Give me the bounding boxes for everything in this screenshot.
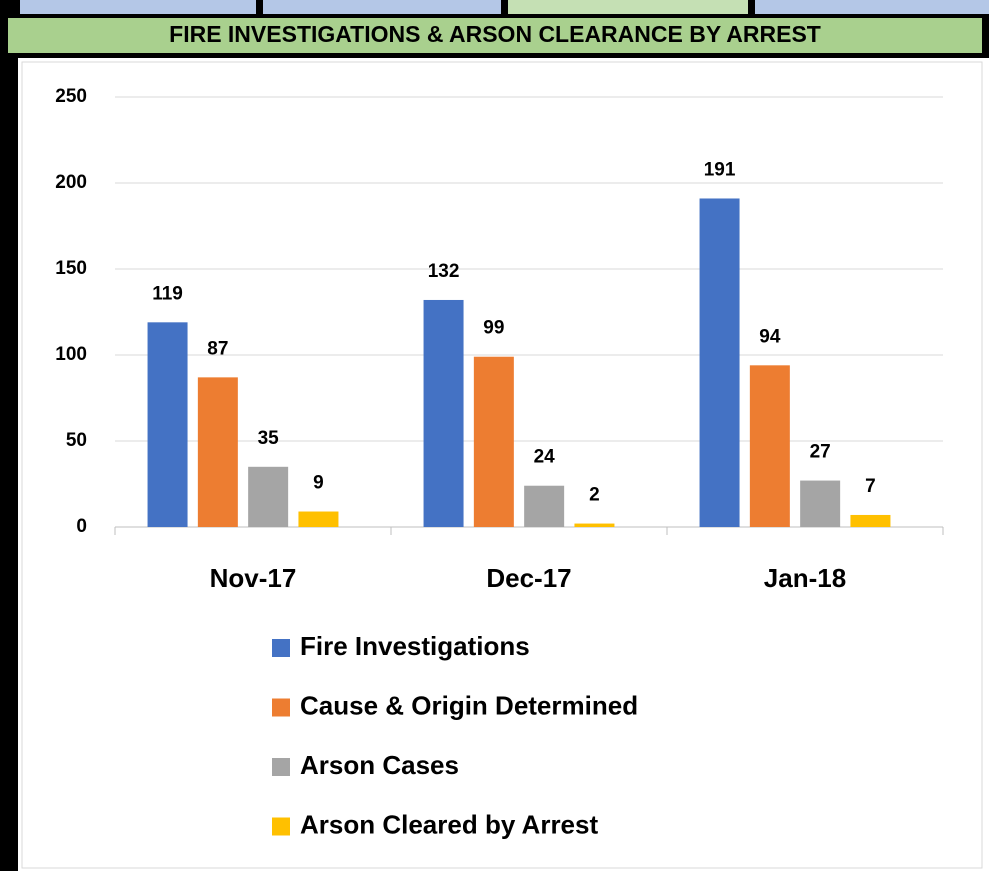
bar bbox=[298, 511, 339, 527]
bar bbox=[473, 356, 514, 527]
data-label: 35 bbox=[258, 428, 280, 449]
bar bbox=[699, 198, 740, 528]
legend-label: Cause & Origin Determined bbox=[300, 690, 638, 720]
x-tick-label: Jan-18 bbox=[764, 563, 846, 593]
legend-label: Fire Investigations bbox=[300, 631, 530, 661]
x-tick-label: Nov-17 bbox=[210, 563, 297, 593]
bar bbox=[423, 299, 464, 527]
y-tick-label: 150 bbox=[55, 258, 87, 279]
top-cell bbox=[263, 0, 501, 14]
bar bbox=[248, 466, 289, 527]
data-label: 9 bbox=[313, 473, 324, 494]
legend-swatch bbox=[272, 698, 290, 717]
bar bbox=[574, 523, 615, 527]
data-label: 119 bbox=[152, 283, 183, 304]
data-label: 94 bbox=[759, 326, 781, 347]
bar bbox=[800, 480, 841, 527]
bar bbox=[197, 377, 238, 527]
legend-label: Arson Cleared by Arrest bbox=[300, 809, 598, 839]
data-label: 191 bbox=[704, 159, 736, 180]
data-label: 27 bbox=[810, 442, 831, 463]
chart-title: FIRE INVESTIGATIONS & ARSON CLEARANCE BY… bbox=[169, 21, 821, 47]
data-label: 132 bbox=[428, 261, 460, 282]
title-bar bbox=[8, 18, 982, 53]
legend-swatch bbox=[272, 758, 290, 776]
data-label: 99 bbox=[483, 318, 504, 339]
y-tick-label: 0 bbox=[76, 516, 87, 537]
bar bbox=[749, 365, 790, 527]
top-cell bbox=[755, 0, 989, 14]
bar bbox=[147, 322, 188, 527]
legend-swatch bbox=[272, 817, 290, 836]
bar bbox=[524, 485, 565, 527]
data-label: 7 bbox=[865, 476, 876, 497]
legend-swatch bbox=[272, 639, 290, 657]
x-tick-label: Dec-17 bbox=[486, 563, 571, 593]
y-tick-label: 200 bbox=[55, 172, 87, 193]
y-tick-label: 100 bbox=[55, 344, 87, 365]
chart-border bbox=[21, 61, 983, 869]
top-cell bbox=[20, 0, 256, 14]
y-tick-label: 50 bbox=[66, 430, 87, 451]
data-label: 87 bbox=[207, 338, 228, 359]
bar bbox=[850, 514, 891, 527]
y-tick-label: 250 bbox=[55, 86, 87, 107]
top-cell bbox=[508, 0, 748, 14]
legend-label: Arson Cases bbox=[300, 750, 459, 780]
data-label: 24 bbox=[534, 447, 556, 468]
data-label: 2 bbox=[589, 485, 600, 506]
